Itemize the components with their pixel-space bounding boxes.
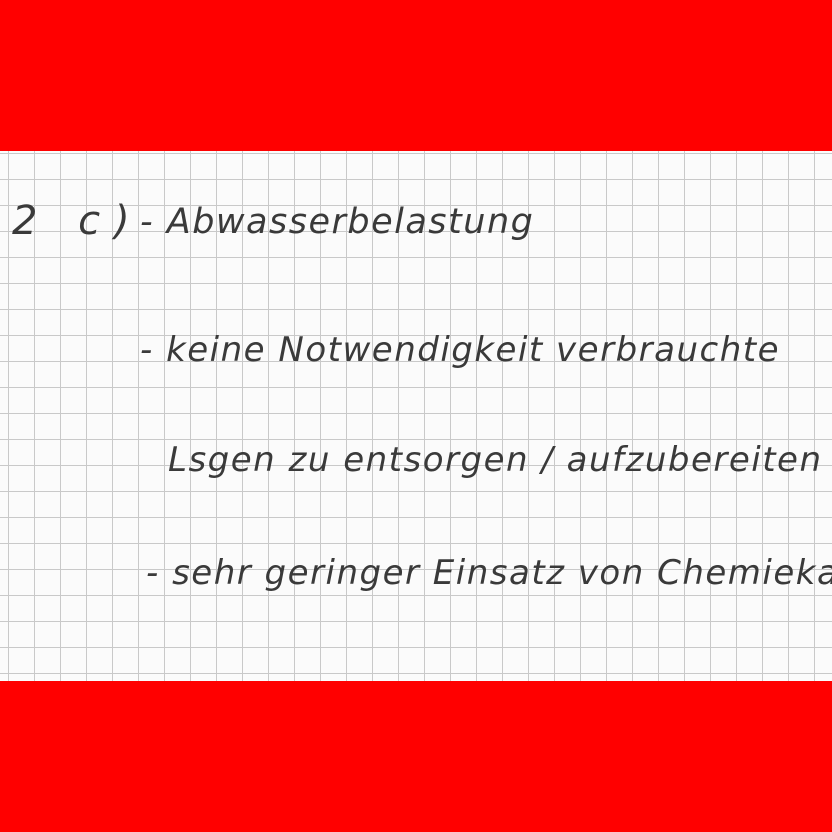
red-band-bottom: [0, 681, 832, 832]
note-line-3: Lsgen zu entsorgen / aufzubereiten: [168, 440, 823, 480]
graph-paper-sheet: 2 c) - Abwasserbelastung - keine Notwend…: [0, 151, 832, 681]
note-line-4: - sehr geringer Einsatz von Chemiekalien: [146, 553, 832, 593]
note-line-2: - keine Notwendigkeit verbrauchte: [140, 330, 781, 370]
exercise-label: 2 c): [12, 198, 144, 244]
note-line-1: - Abwasserbelastung: [140, 202, 535, 242]
red-band-top: [0, 0, 832, 151]
